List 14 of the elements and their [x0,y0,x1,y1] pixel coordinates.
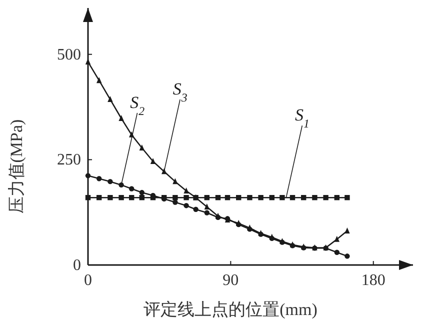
y-axis-title: 压力值(MPa) [7,119,26,214]
x-tick-label: 180 [361,272,386,289]
annotation: S$_{1}$ [294,106,310,131]
annotation: S$_{3}$ [172,79,188,104]
y-tick-label: 0 [73,257,81,274]
y-tick-label: 250 [57,152,81,169]
annotation: S$_{3}$ [164,79,188,172]
y-tick-label: 500 [57,46,81,64]
x-axis-title: 评定线上点的位置(mm) [144,300,318,319]
x-tick-label: 90 [222,272,239,289]
annotation: S$_{2}$ [130,92,145,118]
x-tick-label: 0 [84,272,92,289]
annotation: S$_{2}$ [120,92,145,186]
annotation: S$_{1}$ [286,106,310,198]
